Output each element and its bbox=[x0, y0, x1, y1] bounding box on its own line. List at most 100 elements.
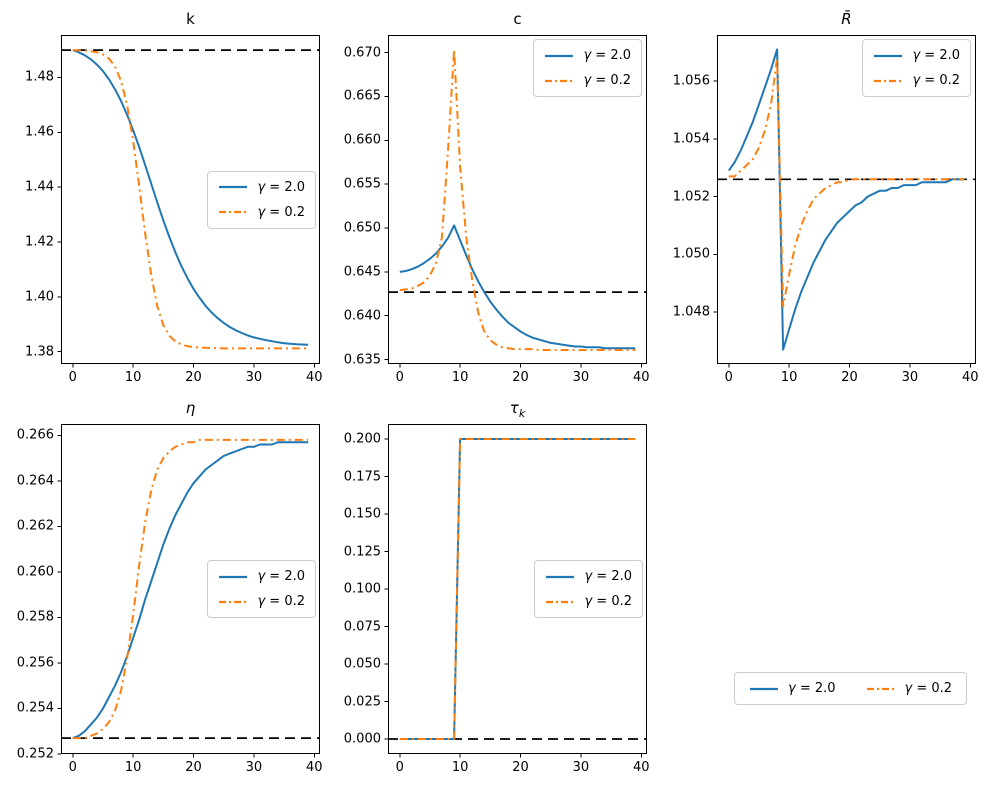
y-tick-label: 0.175 bbox=[343, 469, 381, 484]
legend-line-sample-gamma-0-2 bbox=[219, 600, 248, 603]
y-tick-label: 0.640 bbox=[343, 308, 381, 324]
legend-line-sample-gamma-0-2 bbox=[866, 687, 895, 690]
legend-label-gamma-0-2: γ = 0.2 bbox=[257, 594, 305, 609]
x-tick-label: 20 bbox=[512, 370, 529, 385]
y-tick-label: 1.42 bbox=[25, 234, 54, 250]
curve-gamma-0-2 bbox=[72, 49, 309, 350]
legend-label-gamma-0-2: γ = 0.2 bbox=[904, 681, 953, 696]
y-tick-label: 0.258 bbox=[16, 609, 54, 625]
subplot-r-bar: R̄ 0 10 20 30 40 1.048 1.050 1.052 1.054 1.056 γ = … bbox=[673, 10, 979, 384]
curve-gamma-0-2 bbox=[728, 57, 965, 308]
legend-line-sample-gamma-2-0 bbox=[219, 185, 248, 189]
legend-box-c: γ = 2.0 γ = 0.2 bbox=[533, 39, 642, 97]
y-tick-label: 1.40 bbox=[25, 289, 54, 305]
y-tick-label: 1.048 bbox=[672, 304, 710, 320]
x-tick-label: 0 bbox=[395, 370, 404, 385]
curve-gamma-0-2 bbox=[399, 438, 636, 740]
legend-entry-gamma-2-0: γ = 2.0 bbox=[873, 48, 960, 63]
subplot-title-R: R̄ bbox=[841, 10, 852, 28]
curve-gamma-0-2 bbox=[72, 438, 309, 740]
y-tick-label: 0.645 bbox=[343, 264, 381, 280]
subplot-title-k: k bbox=[186, 10, 195, 28]
legend-entry-gamma-2-0: γ = 2.0 bbox=[218, 180, 305, 195]
y-tick-label: 0.125 bbox=[343, 544, 381, 559]
y-tick-label: 0.655 bbox=[343, 176, 381, 192]
x-tick-label: 30 bbox=[572, 370, 590, 385]
curve-gamma-2-0 bbox=[72, 441, 309, 740]
y-tick-label: 1.056 bbox=[672, 73, 710, 89]
x-tick-label: 0 bbox=[395, 760, 404, 775]
y-tick-label: 0.650 bbox=[343, 220, 381, 236]
axes-frame bbox=[61, 35, 320, 364]
legend-entry-gamma-0-2: γ = 0.2 bbox=[218, 205, 305, 220]
legend-label-gamma-2-0: γ = 2.0 bbox=[257, 179, 305, 195]
y-tick-label: 0.264 bbox=[16, 473, 54, 489]
subplot-k: k 0 10 20 30 40 1.38 1.40 1.42 1.44 1.46 1.48 γ = 2.… bbox=[25, 10, 322, 384]
x-tick-label: 20 bbox=[512, 760, 529, 775]
legend-label-gamma-2-0: γ = 2.0 bbox=[788, 681, 836, 696]
subplot-eta: η 0 10 20 30 40 0.252 0.254 0.256 0.258 0.260 0.262… bbox=[17, 399, 323, 774]
legend-entry-gamma-2-0: γ = 2.0 bbox=[544, 48, 631, 63]
x-tick-label: 10 bbox=[451, 760, 469, 775]
subplot-title-c: c bbox=[513, 10, 522, 28]
y-tick-label: 1.46 bbox=[25, 124, 54, 140]
x-tick-label: 10 bbox=[780, 370, 798, 385]
x-tick-label: 40 bbox=[961, 370, 979, 385]
axes-eta bbox=[57, 424, 320, 758]
legend-entry-gamma-0-2: γ = 0.2 bbox=[544, 73, 631, 88]
legend-line-sample-gamma-0-2 bbox=[546, 600, 575, 603]
y-tick-label: 0.025 bbox=[343, 694, 381, 709]
y-tick-label: 0.260 bbox=[16, 564, 54, 580]
y-tick-label: 0.100 bbox=[343, 581, 381, 597]
legend-line-sample-gamma-2-0 bbox=[874, 54, 903, 57]
y-tick-label: 0.635 bbox=[343, 352, 381, 368]
x-tick-label: 0 bbox=[724, 370, 733, 385]
legend-entry-gamma-2-0: γ = 2.0 bbox=[218, 569, 305, 584]
legend-line-sample-gamma-2-0 bbox=[546, 575, 575, 578]
x-tick-label: 0 bbox=[68, 370, 77, 385]
subplot-title-tau_k: τk bbox=[509, 399, 526, 420]
y-tick-label: 0.200 bbox=[343, 431, 381, 447]
x-tick-label: 30 bbox=[572, 760, 590, 775]
x-tick-label: 30 bbox=[245, 760, 263, 775]
x-tick-label: 10 bbox=[124, 370, 142, 385]
subplot-c: c 0 10 20 30 40 0.635 0.640 0.645 0.650 0.655 0.660… bbox=[344, 10, 650, 384]
legend-label-gamma-0-2: γ = 0.2 bbox=[257, 204, 305, 220]
y-tick-label: 0.665 bbox=[343, 88, 381, 104]
y-tick-label: 0.256 bbox=[16, 655, 54, 671]
legend-line-sample-gamma-0-2 bbox=[219, 210, 248, 214]
curve-gamma-2-0 bbox=[727, 48, 965, 351]
axes-k bbox=[57, 35, 320, 368]
x-tick-label: 0 bbox=[68, 760, 77, 775]
axes-tau_k bbox=[384, 424, 647, 758]
legend-entry-gamma-0-2: γ = 0.2 bbox=[866, 681, 953, 696]
legend-line-sample-gamma-2-0 bbox=[219, 575, 248, 578]
legend-label-gamma-2-0: γ = 2.0 bbox=[584, 569, 632, 584]
x-tick-label: 10 bbox=[451, 370, 469, 385]
legend-entry-gamma-0-2: γ = 0.2 bbox=[218, 594, 305, 609]
axes-frame bbox=[388, 424, 647, 754]
y-tick-label: 0.670 bbox=[343, 45, 381, 61]
subplot-title-eta: η bbox=[185, 399, 196, 417]
y-tick-label: 0.000 bbox=[343, 731, 381, 747]
legend-label-gamma-0-2: γ = 0.2 bbox=[912, 73, 960, 88]
y-tick-label: 1.052 bbox=[672, 189, 710, 205]
axes-frame bbox=[61, 424, 320, 754]
x-tick-label: 20 bbox=[185, 760, 202, 775]
y-tick-label: 1.050 bbox=[672, 246, 710, 262]
y-tick-label: 0.254 bbox=[16, 700, 54, 716]
x-tick-label: 40 bbox=[632, 370, 650, 385]
legend-label-gamma-2-0: γ = 2.0 bbox=[912, 48, 960, 63]
axes-c bbox=[384, 35, 647, 368]
axes-frame bbox=[388, 35, 647, 364]
curve-gamma-2-0 bbox=[72, 49, 309, 346]
x-tick-label: 20 bbox=[185, 370, 202, 385]
legend-label-gamma-2-0: γ = 2.0 bbox=[257, 569, 305, 584]
legend-label-gamma-0-2: γ = 0.2 bbox=[584, 594, 632, 609]
axes-R bbox=[713, 35, 976, 368]
legend-line-sample-gamma-0-2 bbox=[874, 79, 903, 82]
legend-label-gamma-2-0: γ = 2.0 bbox=[583, 48, 631, 63]
legend-line-sample-gamma-2-0 bbox=[545, 54, 574, 57]
y-tick-label: 0.660 bbox=[343, 132, 381, 148]
